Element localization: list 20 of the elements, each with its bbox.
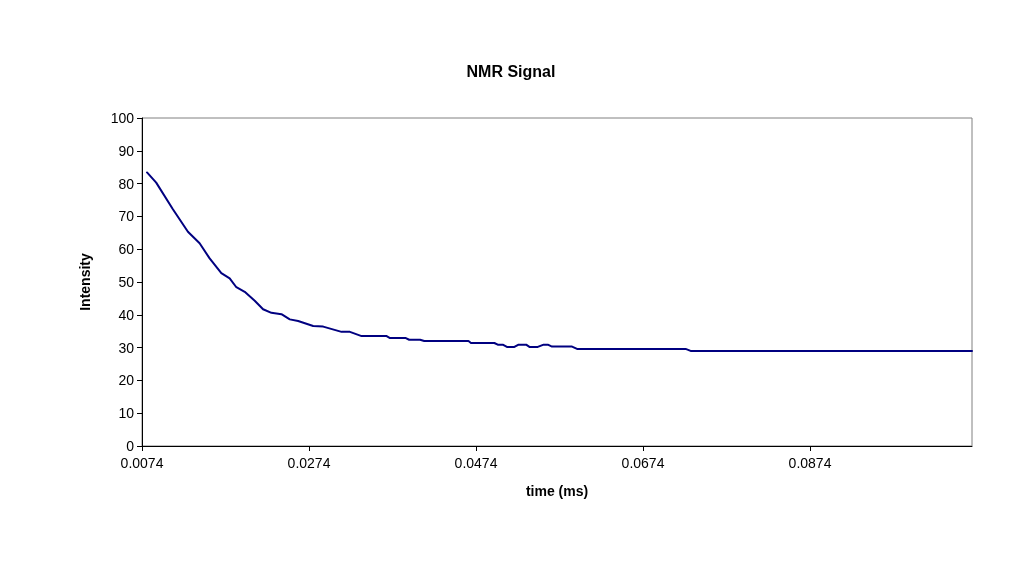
y-tick-label: 10 xyxy=(118,405,135,422)
y-tick-label: 100 xyxy=(110,110,135,126)
y-axis-title: Intensity xyxy=(77,253,93,311)
y-tick-label: 60 xyxy=(118,241,135,258)
y-tick-label: 80 xyxy=(118,175,135,192)
x-tick-label: 0.0674 xyxy=(621,455,665,471)
line-series xyxy=(146,171,973,352)
y-tick-label: 0 xyxy=(126,438,135,454)
x-tick-label: 0.0274 xyxy=(287,455,331,471)
y-tick-label: 90 xyxy=(118,142,135,159)
x-axis-title: time (ms) xyxy=(525,483,589,499)
y-tick-label: 40 xyxy=(118,306,135,323)
x-tick-label: 0.0874 xyxy=(788,455,832,471)
x-tick-label: 0.0074 xyxy=(120,455,164,471)
x-tick-label: 0.0474 xyxy=(454,455,498,471)
y-tick-label: 30 xyxy=(118,339,135,356)
chart-title: NMR Signal xyxy=(466,62,556,80)
y-tick-label: 20 xyxy=(118,372,135,389)
y-tick-label: 70 xyxy=(118,208,135,225)
y-tick-label: 50 xyxy=(118,274,135,290)
